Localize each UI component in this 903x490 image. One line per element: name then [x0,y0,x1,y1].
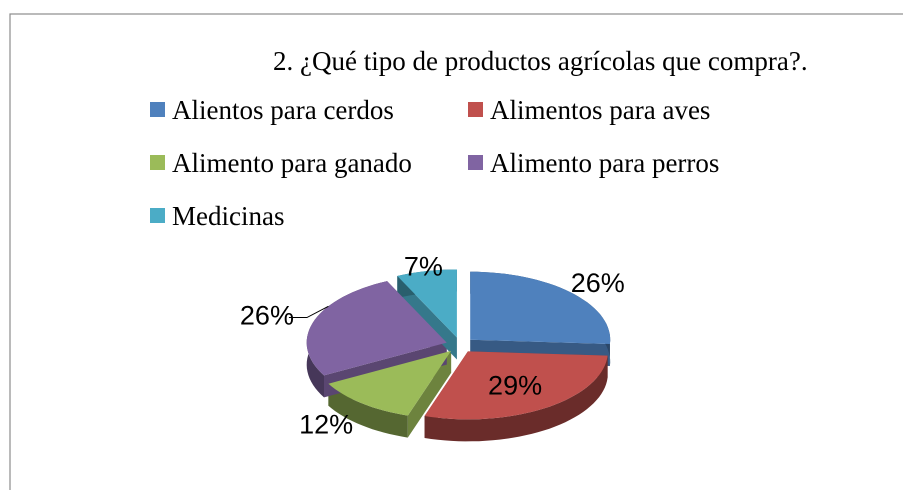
legend-label: Alimentos para aves [490,95,710,125]
legend-swatch [150,155,165,170]
pie-slice [470,271,611,344]
legend-swatch [150,208,165,223]
legend-label: Alimento para ganado [172,148,412,178]
pie-slice [328,350,452,416]
pie-slice [306,281,447,376]
data-label: 7% [404,251,443,281]
data-label: 29% [488,370,542,400]
legend-label: Alientos para cerdos [172,95,394,125]
leader-line [288,305,329,319]
chart-title: 2. ¿Qué tipo de productos agrícolas que … [273,46,808,76]
legend-label: Medicinas [172,201,284,231]
pie-slice [424,351,608,420]
legend-swatch [468,155,483,170]
slice-wall [328,383,408,438]
legend-swatch [468,102,483,117]
slice-wall [424,355,608,442]
data-label: 12% [299,410,353,440]
legend-label: Alimento para perros [490,148,719,178]
legend-swatch [150,102,165,117]
data-label: 26% [571,268,625,298]
pie-slice [397,269,457,338]
data-label: 26% [240,301,294,331]
